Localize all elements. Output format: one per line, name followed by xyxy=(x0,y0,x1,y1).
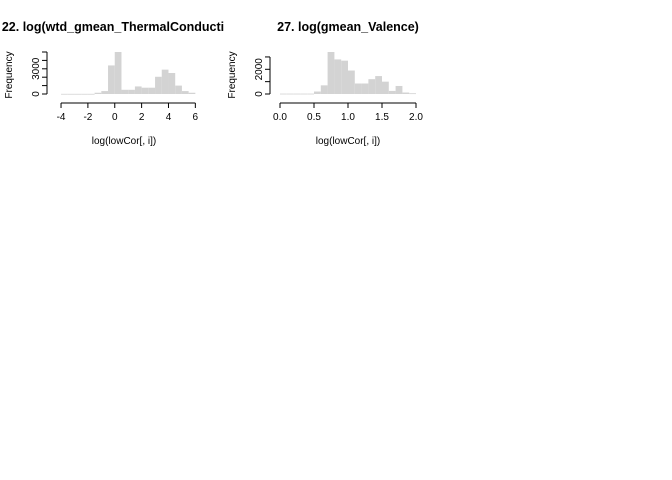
y-tick-label: 3000 xyxy=(31,57,42,80)
x-tick-label: 6 xyxy=(193,112,199,123)
histogram-bar xyxy=(348,70,355,94)
y-tick-label: 0 xyxy=(254,91,265,97)
histogram-bar xyxy=(128,89,135,94)
histogram-bar xyxy=(388,90,396,94)
histogram-bars xyxy=(280,52,416,95)
x-tick-label: -4 xyxy=(57,112,66,123)
histogram-bar xyxy=(409,93,416,95)
histogram-bar xyxy=(300,93,308,95)
histogram-bar xyxy=(368,79,376,94)
histogram-bar xyxy=(382,81,389,94)
histogram-bar xyxy=(141,87,149,94)
histogram-bar xyxy=(402,92,410,94)
histogram-panel-valence: 27. log(gmean_Valence) Frequency log(low… xyxy=(227,20,423,147)
x-tick-label: 0.5 xyxy=(307,112,321,123)
histogram-panel-thermal-conductivity: 22. log(wtd_gmean_ThermalConducti Freque… xyxy=(2,20,224,147)
x-tick-label: 2 xyxy=(139,112,145,123)
y-tick-label: 2000 xyxy=(254,58,265,81)
histogram-bars xyxy=(61,52,196,95)
x-tick-label: 4 xyxy=(166,112,172,123)
x-tick-label: 0.0 xyxy=(273,112,287,123)
x-axis: 0.0 0.5 1.0 1.5 2.0 xyxy=(273,102,423,123)
histogram-bar xyxy=(307,93,314,95)
histogram-bar xyxy=(280,93,287,95)
histogram-bar xyxy=(327,52,335,94)
histogram-bar xyxy=(354,83,362,94)
x-tick-label: 0 xyxy=(112,112,118,123)
histogram-bar xyxy=(181,91,189,94)
histogram-bar xyxy=(67,93,75,95)
x-tick-label: -2 xyxy=(83,112,92,123)
histogram-bar xyxy=(121,89,129,94)
histogram-bar xyxy=(148,87,156,94)
y-axis: 0 2000 xyxy=(254,56,271,97)
chart-title: 27. log(gmean_Valence) xyxy=(277,20,419,34)
y-axis-label: Frequency xyxy=(4,51,15,98)
y-tick-label: 0 xyxy=(31,91,42,97)
histogram-bar xyxy=(175,85,182,94)
histogram-bar xyxy=(94,92,102,94)
histogram-bar xyxy=(188,92,196,94)
x-axis: -4 -2 0 2 4 6 xyxy=(57,102,199,123)
histogram-bar xyxy=(375,76,382,94)
histogram-bar xyxy=(101,91,109,94)
x-tick-label: 2.0 xyxy=(409,112,423,123)
histogram-bar xyxy=(74,93,82,95)
chart-title: 22. log(wtd_gmean_ThermalConducti xyxy=(2,20,224,34)
histogram-bar xyxy=(168,73,176,94)
histogram-bar xyxy=(395,85,403,94)
x-tick-label: 1.5 xyxy=(375,112,389,123)
histogram-bar xyxy=(361,83,369,94)
histogram-bar xyxy=(293,93,301,95)
histogram-bar xyxy=(134,86,142,94)
x-axis-label: log(lowCor[, i]) xyxy=(92,136,156,147)
histogram-bar xyxy=(81,93,88,95)
histogram-bar xyxy=(334,59,342,94)
histogram-bar xyxy=(108,65,115,94)
x-axis-label: log(lowCor[, i]) xyxy=(316,136,380,147)
histogram-bar xyxy=(320,85,328,94)
x-tick-label: 1.0 xyxy=(341,112,355,123)
histogram-bar xyxy=(155,76,162,94)
y-axis: 0 3000 xyxy=(31,51,48,97)
histogram-bar xyxy=(286,93,294,95)
histogram-bar xyxy=(341,60,348,94)
histogram-bar xyxy=(87,93,95,95)
y-axis-label: Frequency xyxy=(227,51,238,98)
histogram-bar xyxy=(61,93,68,95)
histogram-bar xyxy=(114,52,122,94)
histogram-bar xyxy=(314,91,321,94)
histogram-bar xyxy=(161,69,169,94)
